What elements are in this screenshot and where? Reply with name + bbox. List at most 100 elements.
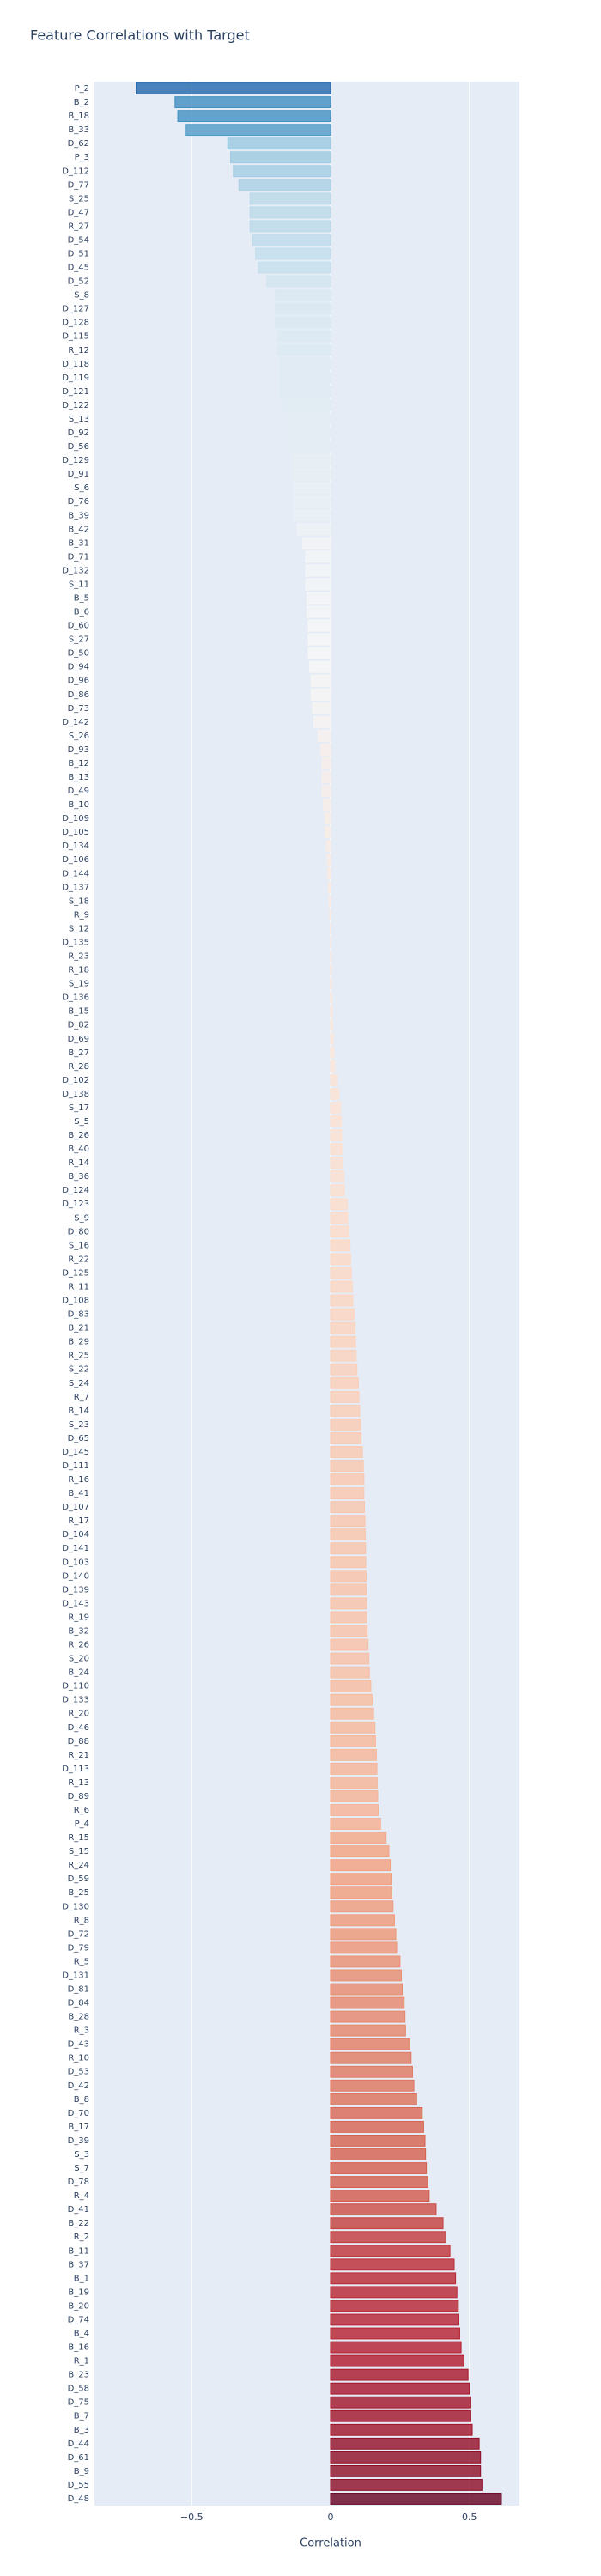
bar	[330, 1735, 376, 1747]
y-tick-label: R_20	[68, 1710, 89, 1719]
y-tick-label: D_121	[62, 387, 89, 397]
bar	[330, 1184, 345, 1197]
y-tick-label: S_13	[69, 415, 89, 424]
bar	[285, 427, 331, 439]
y-tick-label: S_20	[69, 1655, 89, 1664]
y-tick-label: D_55	[68, 2481, 89, 2490]
y-tick-label: D_58	[68, 2385, 89, 2394]
bar	[330, 1556, 367, 1569]
bar	[330, 1570, 367, 1583]
bar	[330, 2093, 417, 2105]
y-tick-label: D_145	[62, 1448, 89, 1457]
x-axis-title: Correlation	[300, 2537, 361, 2550]
bar	[330, 2106, 423, 2119]
y-tick-label: B_28	[68, 2013, 89, 2022]
bar	[307, 633, 331, 646]
y-tick-label: R_7	[74, 1393, 89, 1402]
y-tick-label: P_4	[75, 1820, 89, 1829]
y-tick-label: D_62	[68, 139, 89, 149]
bar	[330, 1460, 364, 1472]
bar	[330, 1832, 387, 1844]
bar	[330, 1873, 392, 1886]
bar	[249, 220, 331, 233]
y-tick-label: D_86	[68, 690, 89, 700]
bar	[321, 771, 331, 783]
bar	[325, 840, 331, 853]
y-tick-label: D_142	[62, 718, 89, 727]
y-tick-label: B_31	[68, 538, 89, 548]
y-tick-label: D_135	[62, 938, 89, 947]
y-tick-label: S_24	[69, 1379, 89, 1388]
bar	[329, 908, 331, 921]
y-tick-label: B_5	[74, 593, 89, 603]
bar	[330, 1253, 351, 1266]
bar	[330, 1928, 397, 1941]
y-tick-label: D_74	[68, 2315, 89, 2324]
y-tick-label: S_18	[69, 896, 89, 906]
bar	[330, 1349, 357, 1362]
y-tick-label: D_43	[68, 2040, 89, 2050]
y-tick-label: B_15	[68, 1007, 89, 1017]
y-tick-label: R_18	[68, 966, 89, 975]
bar	[252, 234, 331, 246]
y-tick-label: D_47	[68, 208, 89, 217]
y-tick-label: S_5	[74, 1117, 89, 1127]
y-tick-label: D_113	[62, 1765, 89, 1774]
bar	[330, 1032, 334, 1045]
bar	[330, 1666, 370, 1679]
bar	[327, 867, 331, 880]
bar	[330, 2300, 459, 2312]
bar	[330, 2382, 470, 2395]
y-tick-label: B_40	[68, 1145, 89, 1154]
bar	[330, 2245, 451, 2257]
y-tick-label: D_131	[62, 1971, 89, 1980]
y-tick-label: R_23	[68, 952, 89, 962]
y-tick-label: D_130	[62, 1902, 89, 1911]
y-tick-label: D_83	[68, 1310, 89, 1320]
bar	[330, 1969, 402, 1982]
y-tick-label: D_51	[68, 249, 89, 258]
bar	[330, 1542, 367, 1555]
bar	[330, 1390, 360, 1403]
y-tick-label: R_1	[74, 2357, 89, 2366]
bar	[330, 2231, 446, 2244]
y-tick-label: B_19	[68, 2287, 89, 2297]
bar	[330, 1280, 353, 1293]
bar	[330, 1102, 341, 1114]
y-tick-label: B_23	[68, 2371, 89, 2380]
bar	[328, 895, 331, 908]
y-tick-label: S_12	[69, 924, 89, 933]
y-tick-label: D_96	[68, 677, 89, 686]
bar	[330, 2313, 459, 2326]
y-tick-label: R_22	[68, 1255, 89, 1264]
bar	[330, 1790, 379, 1802]
bar	[330, 1308, 355, 1321]
y-tick-label: D_79	[68, 1943, 89, 1953]
y-tick-label: S_17	[69, 1103, 89, 1113]
y-tick-label: R_24	[68, 1861, 89, 1870]
bar	[313, 715, 331, 728]
bar	[233, 165, 331, 178]
bar	[320, 744, 331, 756]
bar	[258, 261, 331, 274]
bar	[330, 1198, 348, 1211]
y-tick-label: D_128	[62, 319, 89, 328]
bar	[266, 275, 331, 288]
bar	[330, 1418, 361, 1431]
bar	[312, 702, 331, 714]
bar	[330, 1762, 378, 1775]
bar	[330, 1376, 359, 1389]
bar	[330, 1859, 392, 1872]
bar	[330, 991, 333, 1004]
y-tick-label: R_2	[74, 2233, 89, 2242]
y-tick-label: R_5	[74, 1957, 89, 1966]
y-tick-label: D_140	[62, 1571, 89, 1581]
bar	[305, 578, 331, 591]
y-tick-label: D_81	[68, 1985, 89, 1995]
y-tick-label: P_3	[75, 153, 89, 162]
bar	[305, 550, 331, 563]
bar	[296, 523, 331, 536]
y-tick-label: B_14	[68, 1406, 89, 1416]
bar	[330, 1487, 365, 1499]
